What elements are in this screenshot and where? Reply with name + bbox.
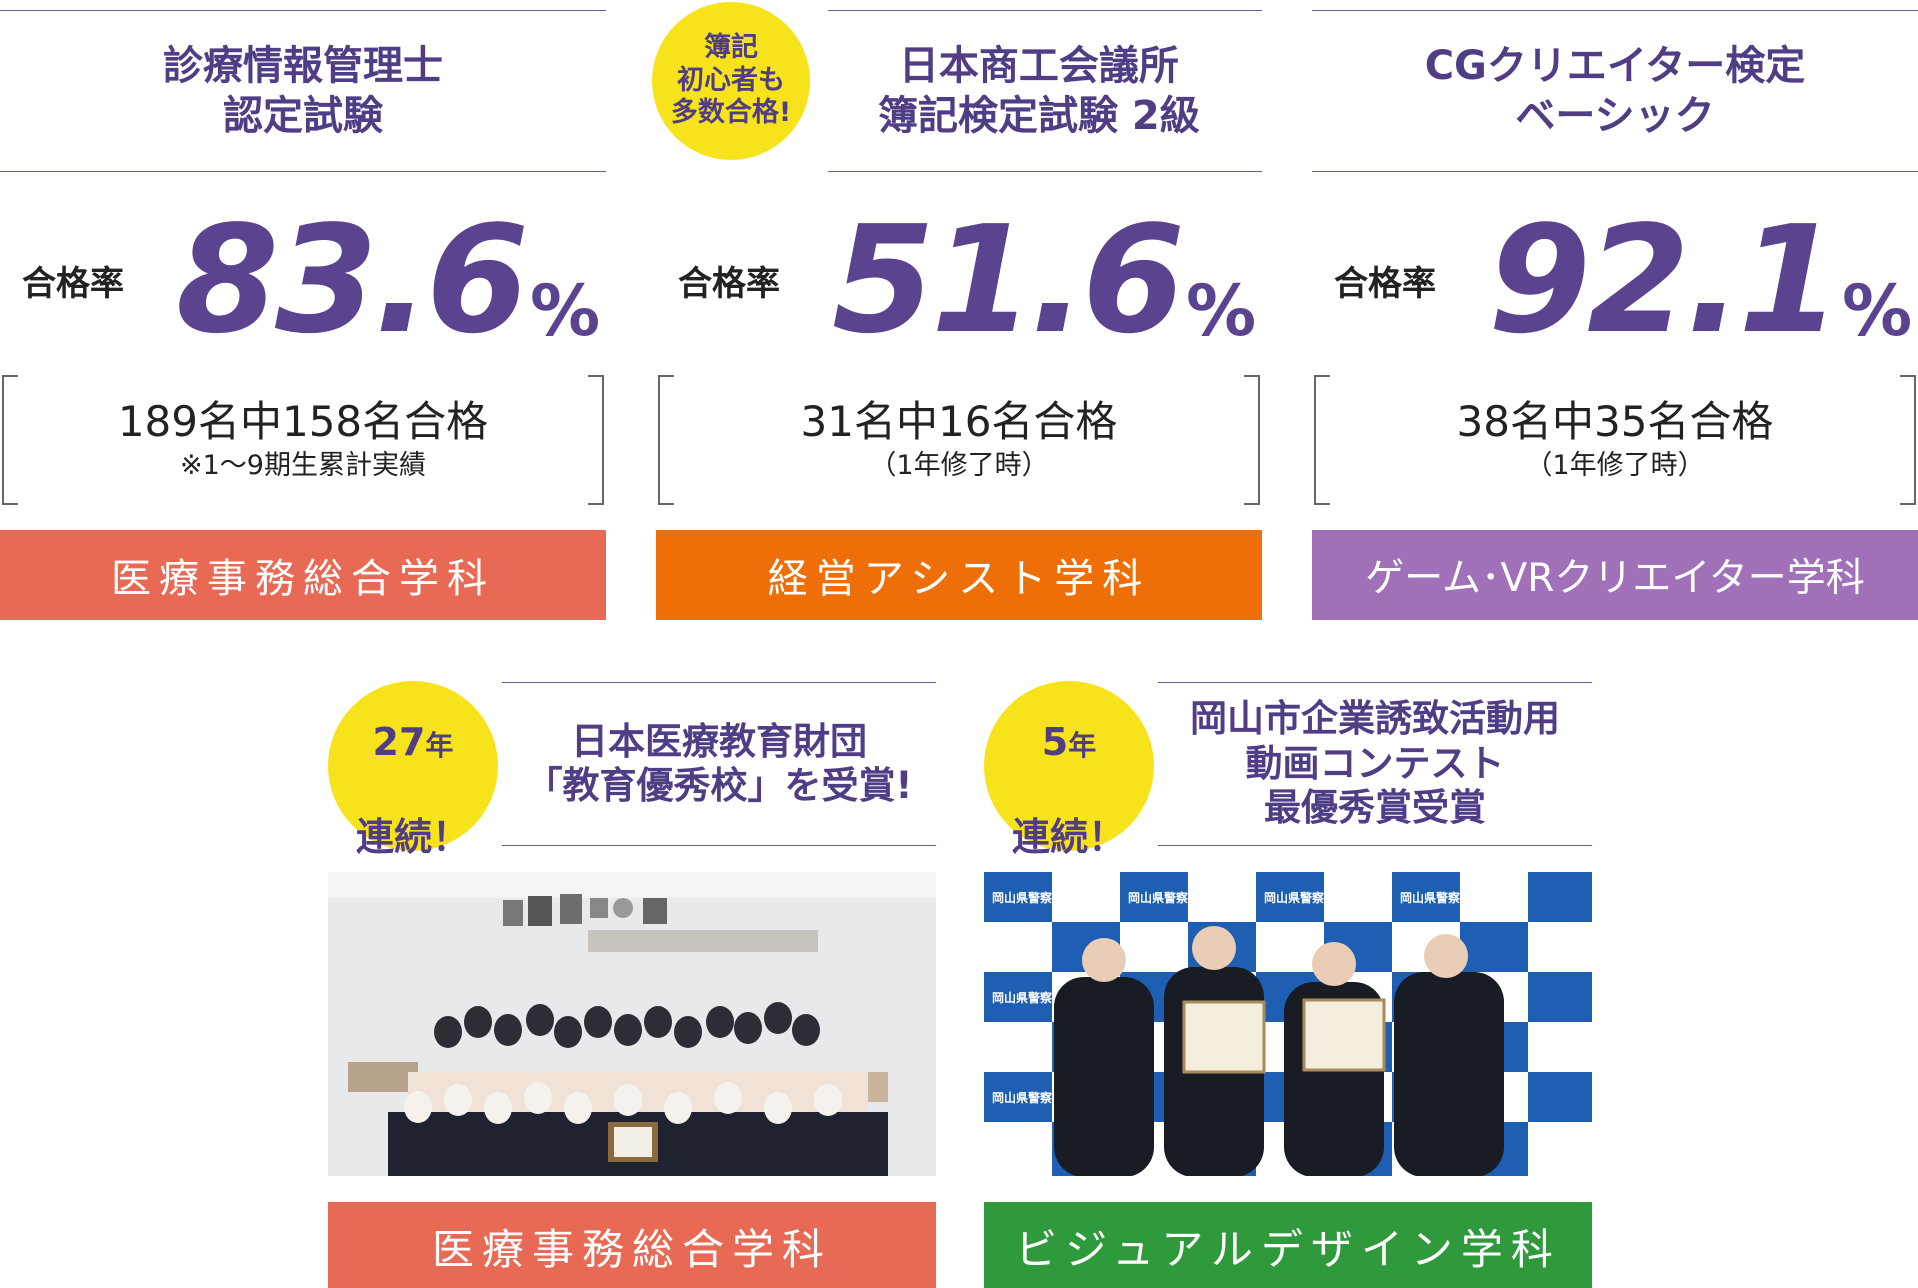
rate-unit: %	[1842, 270, 1913, 352]
pass-count-box: 31名中16名合格 （1年修了時）	[658, 375, 1260, 505]
exam-title: 診療情報管理士 認定試験	[0, 10, 606, 172]
pass-note: （1年修了時）	[869, 449, 1049, 481]
award-title: 日本医療教育財団 「教育優秀校」を受賞!	[502, 682, 936, 846]
badge-text: 連続！	[1011, 814, 1126, 859]
pass-count-box: 38名中35名合格 （1年修了時）	[1314, 375, 1916, 505]
rate-label: 合格率	[678, 264, 780, 304]
badge-years: 5	[1041, 719, 1069, 764]
pass-count: 189名中158名合格	[117, 397, 489, 447]
result-card-cg: CGクリエイター検定 ベーシック 合格率 92.1 % 38名中35名合格 （1…	[1312, 10, 1918, 620]
bracket-left	[658, 375, 674, 505]
rate-unit: %	[1186, 270, 1257, 352]
department-button[interactable]: ゲーム･VRクリエイター学科	[1312, 530, 1918, 620]
pass-note: ※1～9期生累計実績	[180, 449, 426, 481]
award-ceremony-photo: 岡山県警察 岡山県警察 岡山県警察 岡山県警察 岡山県警察 岡山県警察	[984, 872, 1592, 1176]
bracket-right	[1244, 375, 1260, 505]
rate-value: 83.6	[176, 194, 529, 366]
consecutive-badge: 5年 連続！	[984, 681, 1154, 859]
badge-year-unit: 年	[425, 728, 454, 762]
backdrop-text: 岡山県警察	[992, 1090, 1053, 1105]
department-button[interactable]: 経営アシスト学科	[656, 530, 1262, 620]
pass-rate: 合格率 83.6 %	[0, 200, 606, 360]
rate-label: 合格率	[1334, 264, 1436, 304]
backdrop-text: 岡山県警察	[992, 890, 1053, 905]
bracket-left	[2, 375, 18, 505]
exam-title: 日本商工会議所 簿記検定試験 2級	[828, 10, 1262, 172]
backdrop-text: 岡山県警察	[1128, 890, 1189, 905]
department-button[interactable]: 医療事務総合学科	[0, 530, 606, 620]
pass-note: （1年修了時）	[1525, 449, 1705, 481]
badge-text: 連続！	[355, 814, 470, 859]
beginner-badge: 簿記 初心者も 多数合格!	[652, 2, 810, 160]
bracket-right	[588, 375, 604, 505]
badge-year-unit: 年	[1068, 728, 1097, 762]
department-button[interactable]: 医療事務総合学科	[328, 1202, 936, 1288]
result-card-bookkeeping: 日本商工会議所 簿記検定試験 2級 簿記 初心者も 多数合格! 合格率 51.6…	[652, 2, 1262, 620]
rate-value: 92.1	[1488, 194, 1841, 366]
bracket-left	[1314, 375, 1330, 505]
ceremony-photo-illustration: 岡山県警察 岡山県警察 岡山県警察 岡山県警察 岡山県警察 岡山県警察	[984, 872, 1592, 1176]
badge-years: 27	[372, 719, 426, 764]
pass-count: 31名中16名合格	[800, 397, 1118, 447]
consecutive-badge: 27年 連続！	[328, 681, 498, 859]
pass-rate: 合格率 51.6 %	[656, 200, 1262, 360]
department-button[interactable]: ビジュアルデザイン学科	[984, 1202, 1592, 1288]
pass-count: 38名中35名合格	[1456, 397, 1774, 447]
backdrop-text: 岡山県警察	[1264, 890, 1325, 905]
bracket-right	[1900, 375, 1916, 505]
group-photo	[328, 872, 936, 1176]
group-photo-illustration	[328, 872, 936, 1176]
rate-value: 51.6	[832, 194, 1185, 366]
rate-label: 合格率	[22, 264, 124, 304]
rate-unit: %	[530, 270, 601, 352]
award-title: 岡山市企業誘致活動用 動画コンテスト 最優秀賞受賞	[1158, 682, 1592, 846]
pass-count-box: 189名中158名合格 ※1～9期生累計実績	[2, 375, 604, 505]
backdrop-text: 岡山県警察	[1400, 890, 1461, 905]
backdrop-text: 岡山県警察	[992, 990, 1053, 1005]
result-card-medical: 診療情報管理士 認定試験 合格率 83.6 % 189名中158名合格 ※1～9…	[0, 10, 606, 620]
pass-rate: 合格率 92.1 %	[1312, 200, 1918, 360]
exam-title: CGクリエイター検定 ベーシック	[1312, 10, 1918, 172]
